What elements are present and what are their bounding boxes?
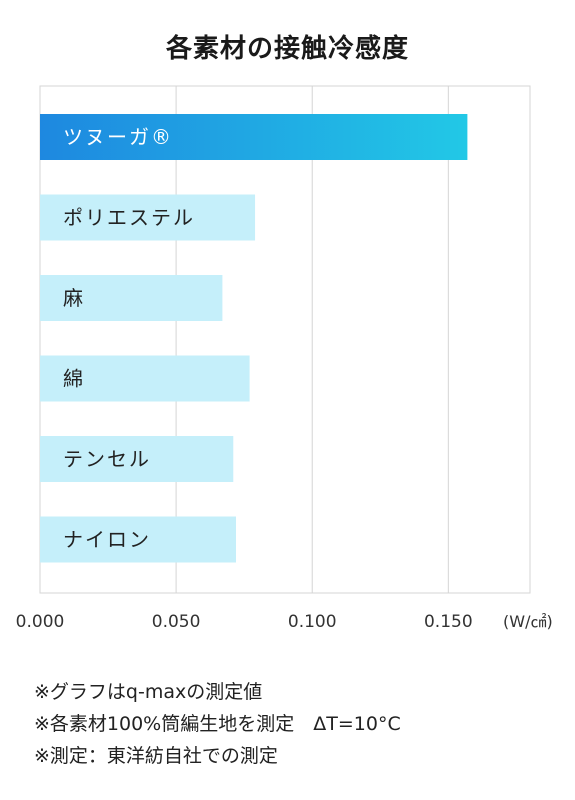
x-tick-label: 0.150 [424, 612, 473, 632]
bar-label: 綿 [63, 367, 85, 391]
bar [40, 275, 223, 321]
chart-title: 各素材の接触冷感度 [165, 34, 409, 64]
bar [40, 355, 250, 402]
bar-label: ツヌーガ® [63, 125, 173, 149]
bar-label: 麻 [63, 286, 85, 310]
x-unit-label: (W/㎠) [503, 612, 553, 631]
bar [40, 436, 234, 482]
footnote-1: ※グラフはq-maxの測定値 [34, 681, 263, 703]
x-tick-label: 0.050 [152, 612, 201, 632]
bar-label: ナイロン [63, 528, 151, 552]
bar-highlight [40, 114, 468, 160]
footnote-3: ※測定：東洋紡自社での測定 [34, 745, 278, 767]
footnotes: ※グラフはq-maxの測定値 ※各素材100%筒編生地を測定 ΔT=10°C ※… [34, 676, 401, 772]
bar [40, 194, 256, 241]
x-tick-label: 0.100 [288, 612, 337, 632]
bar [40, 516, 236, 563]
bar-label: ポリエステル [63, 206, 195, 230]
x-tick-label: 0.000 [16, 612, 65, 632]
footnote-2: ※各素材100%筒編生地を測定 ΔT=10°C [34, 713, 401, 735]
plot-frame [39, 85, 531, 594]
bar-chart: 0.000 0.050 0.100 0.150 (W/㎠) ツヌーガ® ポリエステル麻綿テン… [16, 85, 553, 632]
bar-label: テンセル [63, 447, 151, 471]
